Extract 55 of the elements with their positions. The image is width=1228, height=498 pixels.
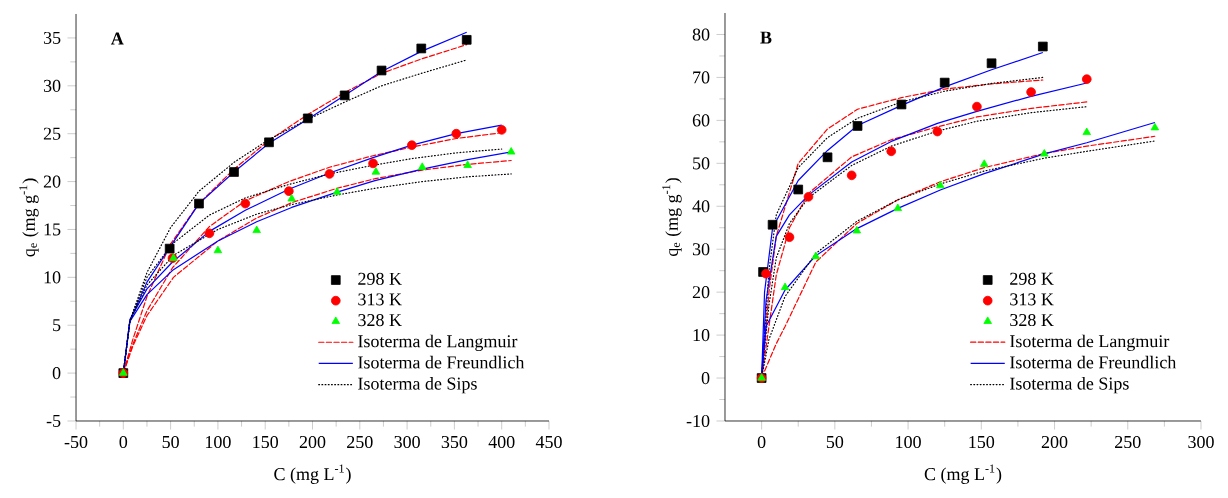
x-axis-title: C (mg L$^{-1}$) — [924, 464, 1002, 484]
x-tick-label: 200 — [1041, 435, 1068, 449]
x-tick-label: 300 — [1188, 435, 1214, 449]
x-tick-label: -50 — [64, 435, 88, 449]
x-axis-title: C (mg L$^{-1}$) — [274, 464, 351, 484]
legend-label: 313 K — [1010, 293, 1054, 306]
x-tick-label: 150 — [253, 435, 279, 449]
x-tick-label: 250 — [1115, 435, 1141, 449]
y-axis-title: q$_{e}$ (mg g$^{-1}$) — [19, 178, 39, 257]
x-tick-label: 50 — [826, 435, 844, 449]
x-tick-label: 0 — [757, 435, 766, 449]
legend-label: Isoterma de Freundlich — [358, 355, 525, 369]
y-tick-label: 50 — [693, 157, 710, 170]
y-tick-label: 70 — [693, 71, 710, 84]
y-tick-label: 25 — [43, 127, 61, 140]
x-tick-label: 400 — [488, 435, 515, 449]
legend-label: 328 K — [1010, 313, 1054, 327]
x-tick-label: 150 — [969, 435, 995, 449]
legend-label: Isoterma de Sips — [1010, 377, 1129, 394]
y-tick-label: 20 — [692, 286, 710, 299]
x-tick-label: 0 — [119, 435, 128, 449]
y-tick-label: 30 — [43, 79, 61, 92]
y-tick-label: 10 — [44, 271, 61, 284]
x-tick-label: 300 — [394, 435, 420, 449]
x-tick-label: 350 — [441, 435, 468, 449]
y-tick-label: 0 — [701, 371, 710, 385]
legend-label: Isoterma de Sips — [358, 377, 477, 394]
y-tick-label: 35 — [43, 31, 61, 44]
legend-label: Isoterma de Freundlich — [1010, 355, 1177, 369]
text: A — [110, 32, 124, 45]
x-tick-label: 100 — [896, 435, 921, 449]
x-tick-label: 200 — [299, 435, 326, 449]
legend-label: 298 K — [358, 272, 402, 285]
y-tick-label: 15 — [44, 223, 61, 236]
y-axis-title: q$_{e}$ (mg g$^{-1}$) — [662, 178, 682, 256]
y-tick-label: 0 — [52, 367, 61, 380]
y-tick-label: 30 — [692, 243, 710, 256]
x-tick-label: 250 — [347, 435, 373, 449]
legend-label: 298 K — [1010, 272, 1054, 285]
text: B — [760, 31, 772, 44]
x-tick-label: 50 — [162, 435, 179, 449]
y-tick-label: 10 — [693, 329, 710, 342]
legend-label: Isoterma de Langmuir — [358, 334, 518, 352]
x-tick-label: 450 — [535, 435, 562, 449]
y-tick-label: 5 — [53, 319, 61, 332]
y-tick-label: 80 — [692, 28, 710, 41]
y-tick-label: 40 — [692, 200, 710, 213]
y-tick-label: 60 — [692, 114, 710, 127]
legend-label: 313 K — [358, 293, 402, 306]
legend-label: Isoterma de Langmuir — [1010, 334, 1170, 351]
y-tick-label: -10 — [686, 414, 710, 428]
legend-label: 328 K — [358, 313, 402, 327]
y-tick-label: 20 — [43, 175, 61, 188]
y-tick-label: -5 — [46, 415, 61, 427]
x-tick-label: 100 — [205, 435, 231, 449]
